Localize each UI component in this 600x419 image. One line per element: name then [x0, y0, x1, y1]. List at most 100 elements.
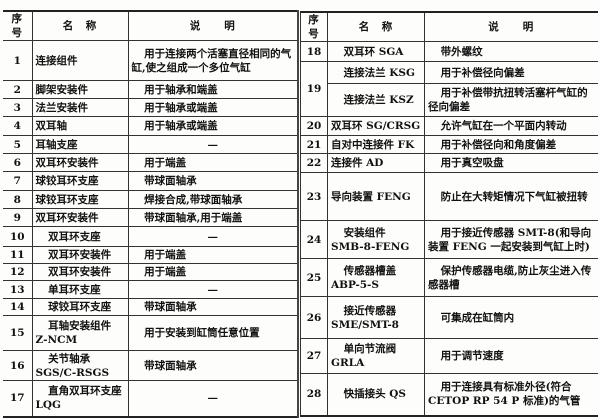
row-seq: 22 [300, 153, 328, 173]
row-seq: 8 [3, 190, 33, 209]
row-name: 单耳环支座 [31, 280, 129, 299]
row-name: 快插接头 QS [327, 373, 425, 416]
row-name: 球铰耳环支座 [31, 298, 129, 316]
row-desc: 带球面轴承,用于端盖 [127, 208, 299, 227]
table-row: 6 双耳环安装件 用于端盖 [3, 153, 299, 172]
table-row: 1 连接组件 用于连接两个活塞直径相同的气缸,使之组成一个多位气缸 [3, 40, 299, 81]
row-seq: 23 [300, 172, 328, 221]
row-desc: 用于补偿带抗扭转活塞杆气缸的径向偏差 [424, 83, 598, 117]
table-row: 3 法兰安装件 用于轴承或端盖 [3, 98, 299, 117]
header-row: 序号 名 称 说 明 [3, 10, 299, 41]
row-seq: 27 [300, 338, 328, 374]
table-row: 25 传感器槽盖 ABP-5-S 保护传感器电缆,防止灰尘进入传感器槽 [300, 258, 598, 297]
row-name: 球铰耳环支座 [31, 171, 129, 191]
header-seq: 序号 [300, 11, 328, 42]
row-desc: 用于轴承和端盖 [127, 80, 299, 99]
row-name: 法兰安装件 [31, 98, 129, 117]
row-seq: 14 [3, 298, 33, 316]
row-name: 单向节流阀 GRLA [327, 338, 425, 374]
table-row: 26 接近传感器 SME/SMT-8 可集成在缸筒内 [300, 296, 598, 339]
row-desc: 用于真空吸盘 [424, 153, 598, 173]
table-row: 28 快插接头 QS 用于连接具有标准外径(符合 CETOP RP 54 P 标准)… [300, 373, 598, 416]
row-seq: 3 [3, 98, 33, 117]
row-seq: 16 [3, 350, 33, 381]
table-row: 8 球铰耳环支座 焊接合成,带球面轴承 [3, 190, 299, 209]
row-desc: 带外螺纹 [424, 41, 598, 62]
row-seq: 25 [300, 258, 328, 297]
row-name: 连接法兰 KSZ [327, 83, 425, 117]
table-row: 连接法兰 KSZ 用于补偿带抗扭转活塞杆气缸的径向偏差 [301, 83, 598, 117]
row-desc: 用于端盖 [127, 246, 299, 264]
row-seq: 9 [3, 208, 33, 227]
row-name: 双耳环安装件 [31, 246, 129, 264]
row-name: 双耳环支座 [31, 226, 129, 247]
row-seq: 18 [300, 41, 328, 62]
row-desc: 用于补偿径向和角度偏差 [424, 135, 598, 154]
table-row: 19 连接法兰 KSG 用于补偿径向偏差 [300, 61, 598, 117]
row-desc: 带球面轴承 [127, 171, 299, 191]
row-desc: 带球面轴承 [127, 298, 299, 316]
row-desc: 用于安装到缸筒任意位置 [127, 315, 299, 351]
table-row: 27 单向节流阀 GRLA 用于调节速度 [300, 338, 598, 374]
table-row: 21 自对中连接件 FK 用于补偿径向和角度偏差 [300, 135, 598, 154]
row-name: 双耳环 SGA [327, 41, 425, 62]
row-seq: 11 [3, 246, 33, 264]
row-name: 球铰耳环支座 [31, 190, 129, 209]
row-seq: 4 [3, 116, 33, 136]
row-desc: 带球面轴承 [127, 350, 299, 381]
row-name: 脚架安装件 [31, 80, 129, 99]
table-row: 24 安装组件 SMB-8-FENG 用于接近传感器 SMT-8(和导向装置 FEN… [300, 220, 598, 259]
row-desc: 用于补偿径向偏差 [424, 61, 598, 84]
row-name: 传感器槽盖 ABP-5-S [327, 258, 425, 297]
row-seq: 5 [3, 135, 33, 154]
header-name: 名 称 [327, 11, 425, 42]
row-name: 耳轴安装组件 Z-NCM [31, 315, 129, 351]
table-row: 9 双耳环安装件 带球面轴承,用于端盖 [3, 208, 299, 227]
row-desc: 防止在大转矩情况下气缸被扭转 [424, 172, 598, 221]
table-row: 5 耳轴支座 — [3, 135, 299, 154]
table-row: 10 双耳环支座 — [3, 226, 299, 247]
table-row: 7 球铰耳环支座 带球面轴承 [3, 171, 299, 191]
row-desc: 用于接近传感器 SMT-8(和导向装置 FENG 一起安装到气缸上时) [424, 220, 598, 259]
row-seq: 6 [3, 153, 33, 172]
header-desc: 说 明 [424, 11, 598, 42]
row-desc: 焊接合成,带球面轴承 [127, 190, 299, 209]
row-name: 接近传感器 SME/SMT-8 [327, 296, 425, 339]
row-seq: 10 [3, 226, 33, 247]
table-row: 20 双耳环 SG/CRSG 允许气缸在一个平面内转动 [300, 116, 598, 136]
row-desc: 用于连接两个活塞直径相同的气缸,使之组成一个多位气缸 [127, 40, 299, 81]
row-desc: 用于连接具有标准外径(符合 CETOP RP 54 P 标准)的气管 [424, 373, 598, 416]
accessory-table-left: 序号 名 称 说 明 1 连接组件 用于连接两个活塞直径相同的气缸,使之组成一个多位… [3, 10, 299, 418]
table-row: 23 导向装置 FENG 防止在大转矩情况下气缸被扭转 [300, 172, 598, 221]
row-desc: 允许气缸在一个平面内转动 [424, 116, 598, 136]
row-name: 直角双耳环支座 LQG [31, 380, 129, 417]
row-seq: 21 [300, 135, 328, 154]
row-name: 双耳环安装件 [31, 153, 129, 172]
table-row: 17 直角双耳环支座 LQG — [3, 380, 299, 417]
table-row: 13 单耳环支座 — [3, 280, 299, 299]
row-desc: 可集成在缸筒内 [424, 296, 598, 339]
table-row: 14 球铰耳环支座 带球面轴承 [3, 298, 299, 316]
row-name: 双耳轴 [31, 116, 129, 136]
table-row: 2 脚架安装件 用于轴承和端盖 [3, 80, 299, 99]
row-seq: 2 [3, 80, 33, 99]
header-row: 序号 名 称 说 明 [300, 11, 598, 42]
row-desc: 用于端盖 [127, 153, 299, 172]
row-seq: 17 [3, 380, 33, 417]
row-name: 自对中连接件 FK [327, 135, 425, 154]
header-name: 名 称 [31, 10, 129, 41]
row-seq: 24 [300, 220, 328, 259]
row-desc: 用于轴承或端盖 [127, 116, 299, 136]
header-desc: 说 明 [127, 10, 299, 41]
row-seq: 13 [3, 280, 33, 299]
row-seq: 1 [3, 40, 33, 81]
row-name: 双耳环安装件 [31, 263, 129, 281]
row-desc: — [127, 380, 299, 417]
header-seq: 序号 [3, 10, 33, 41]
table-row: 15 耳轴安装组件 Z-NCM 用于安装到缸筒任意位置 [3, 315, 299, 351]
row-desc: 用于调节速度 [424, 338, 598, 374]
row-desc: 保护传感器电缆,防止灰尘进入传感器槽 [424, 258, 598, 297]
table-row: 11 双耳环安装件 用于端盖 [3, 246, 299, 264]
row-seq: 7 [3, 171, 33, 191]
row-name: 连接法兰 KSG [327, 61, 425, 84]
